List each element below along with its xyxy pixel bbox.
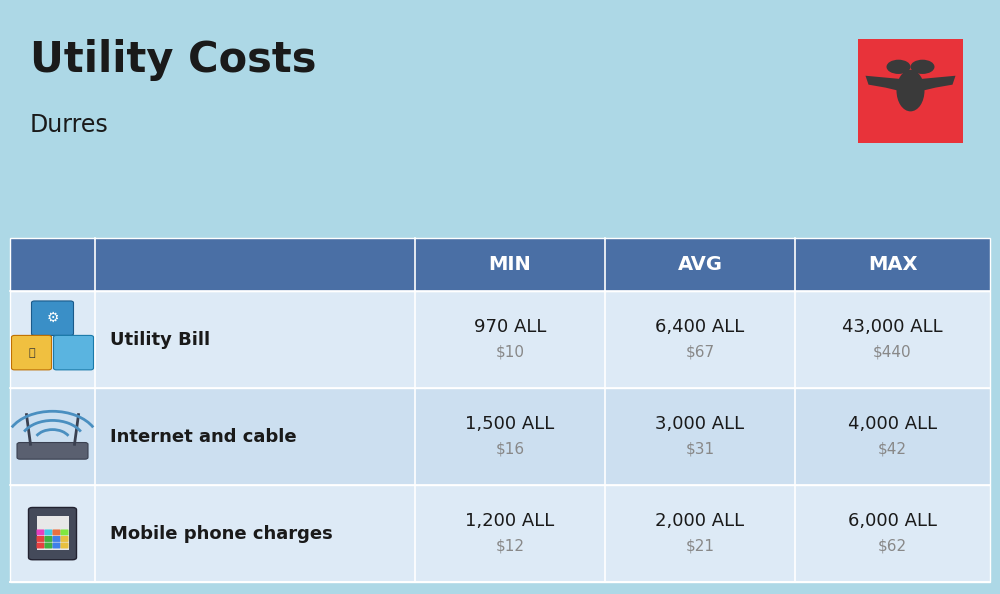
Text: $16: $16 (495, 442, 525, 457)
Text: $440: $440 (873, 345, 912, 360)
FancyBboxPatch shape (858, 39, 963, 143)
FancyBboxPatch shape (17, 443, 88, 459)
Text: 6,400 ALL: 6,400 ALL (655, 318, 745, 336)
Text: MAX: MAX (868, 255, 917, 274)
Text: $10: $10 (496, 345, 524, 360)
Text: 43,000 ALL: 43,000 ALL (842, 318, 943, 336)
Polygon shape (910, 76, 956, 94)
FancyBboxPatch shape (10, 485, 990, 582)
Text: Utility Bill: Utility Bill (110, 331, 210, 349)
Text: $67: $67 (685, 345, 715, 360)
Text: $21: $21 (686, 539, 714, 554)
FancyBboxPatch shape (44, 542, 52, 548)
Circle shape (887, 59, 910, 74)
FancyBboxPatch shape (53, 336, 94, 370)
Text: ⚙: ⚙ (46, 311, 59, 324)
FancyBboxPatch shape (32, 301, 74, 336)
FancyBboxPatch shape (10, 291, 990, 388)
FancyBboxPatch shape (36, 542, 44, 548)
Text: $12: $12 (496, 539, 524, 554)
Ellipse shape (896, 69, 924, 112)
FancyBboxPatch shape (28, 507, 76, 560)
Text: Internet and cable: Internet and cable (110, 428, 297, 446)
Text: $42: $42 (878, 442, 907, 457)
Text: AVG: AVG (678, 255, 722, 274)
FancyBboxPatch shape (36, 529, 44, 535)
FancyBboxPatch shape (52, 529, 60, 535)
Text: $31: $31 (685, 442, 715, 457)
FancyBboxPatch shape (52, 542, 60, 548)
FancyBboxPatch shape (12, 336, 52, 370)
Text: 🔌: 🔌 (28, 347, 35, 358)
Text: Utility Costs: Utility Costs (30, 39, 316, 81)
Text: Durres: Durres (30, 113, 109, 137)
Text: 970 ALL: 970 ALL (474, 318, 546, 336)
Text: Mobile phone charges: Mobile phone charges (110, 525, 333, 542)
FancyBboxPatch shape (37, 516, 68, 550)
FancyBboxPatch shape (60, 529, 68, 535)
FancyBboxPatch shape (36, 536, 44, 542)
Text: 3,000 ALL: 3,000 ALL (655, 415, 745, 433)
Circle shape (910, 59, 934, 74)
Text: 4,000 ALL: 4,000 ALL (848, 415, 937, 433)
FancyBboxPatch shape (60, 542, 68, 548)
Text: 1,200 ALL: 1,200 ALL (465, 512, 555, 530)
Text: $62: $62 (878, 539, 907, 554)
Text: 6,000 ALL: 6,000 ALL (848, 512, 937, 530)
FancyBboxPatch shape (44, 529, 52, 535)
Polygon shape (865, 76, 910, 94)
Text: 1,500 ALL: 1,500 ALL (465, 415, 555, 433)
FancyBboxPatch shape (60, 536, 68, 542)
Text: 2,000 ALL: 2,000 ALL (655, 512, 745, 530)
FancyBboxPatch shape (10, 388, 990, 485)
Text: MIN: MIN (489, 255, 531, 274)
FancyBboxPatch shape (10, 238, 990, 291)
FancyBboxPatch shape (52, 536, 60, 542)
FancyBboxPatch shape (44, 536, 52, 542)
